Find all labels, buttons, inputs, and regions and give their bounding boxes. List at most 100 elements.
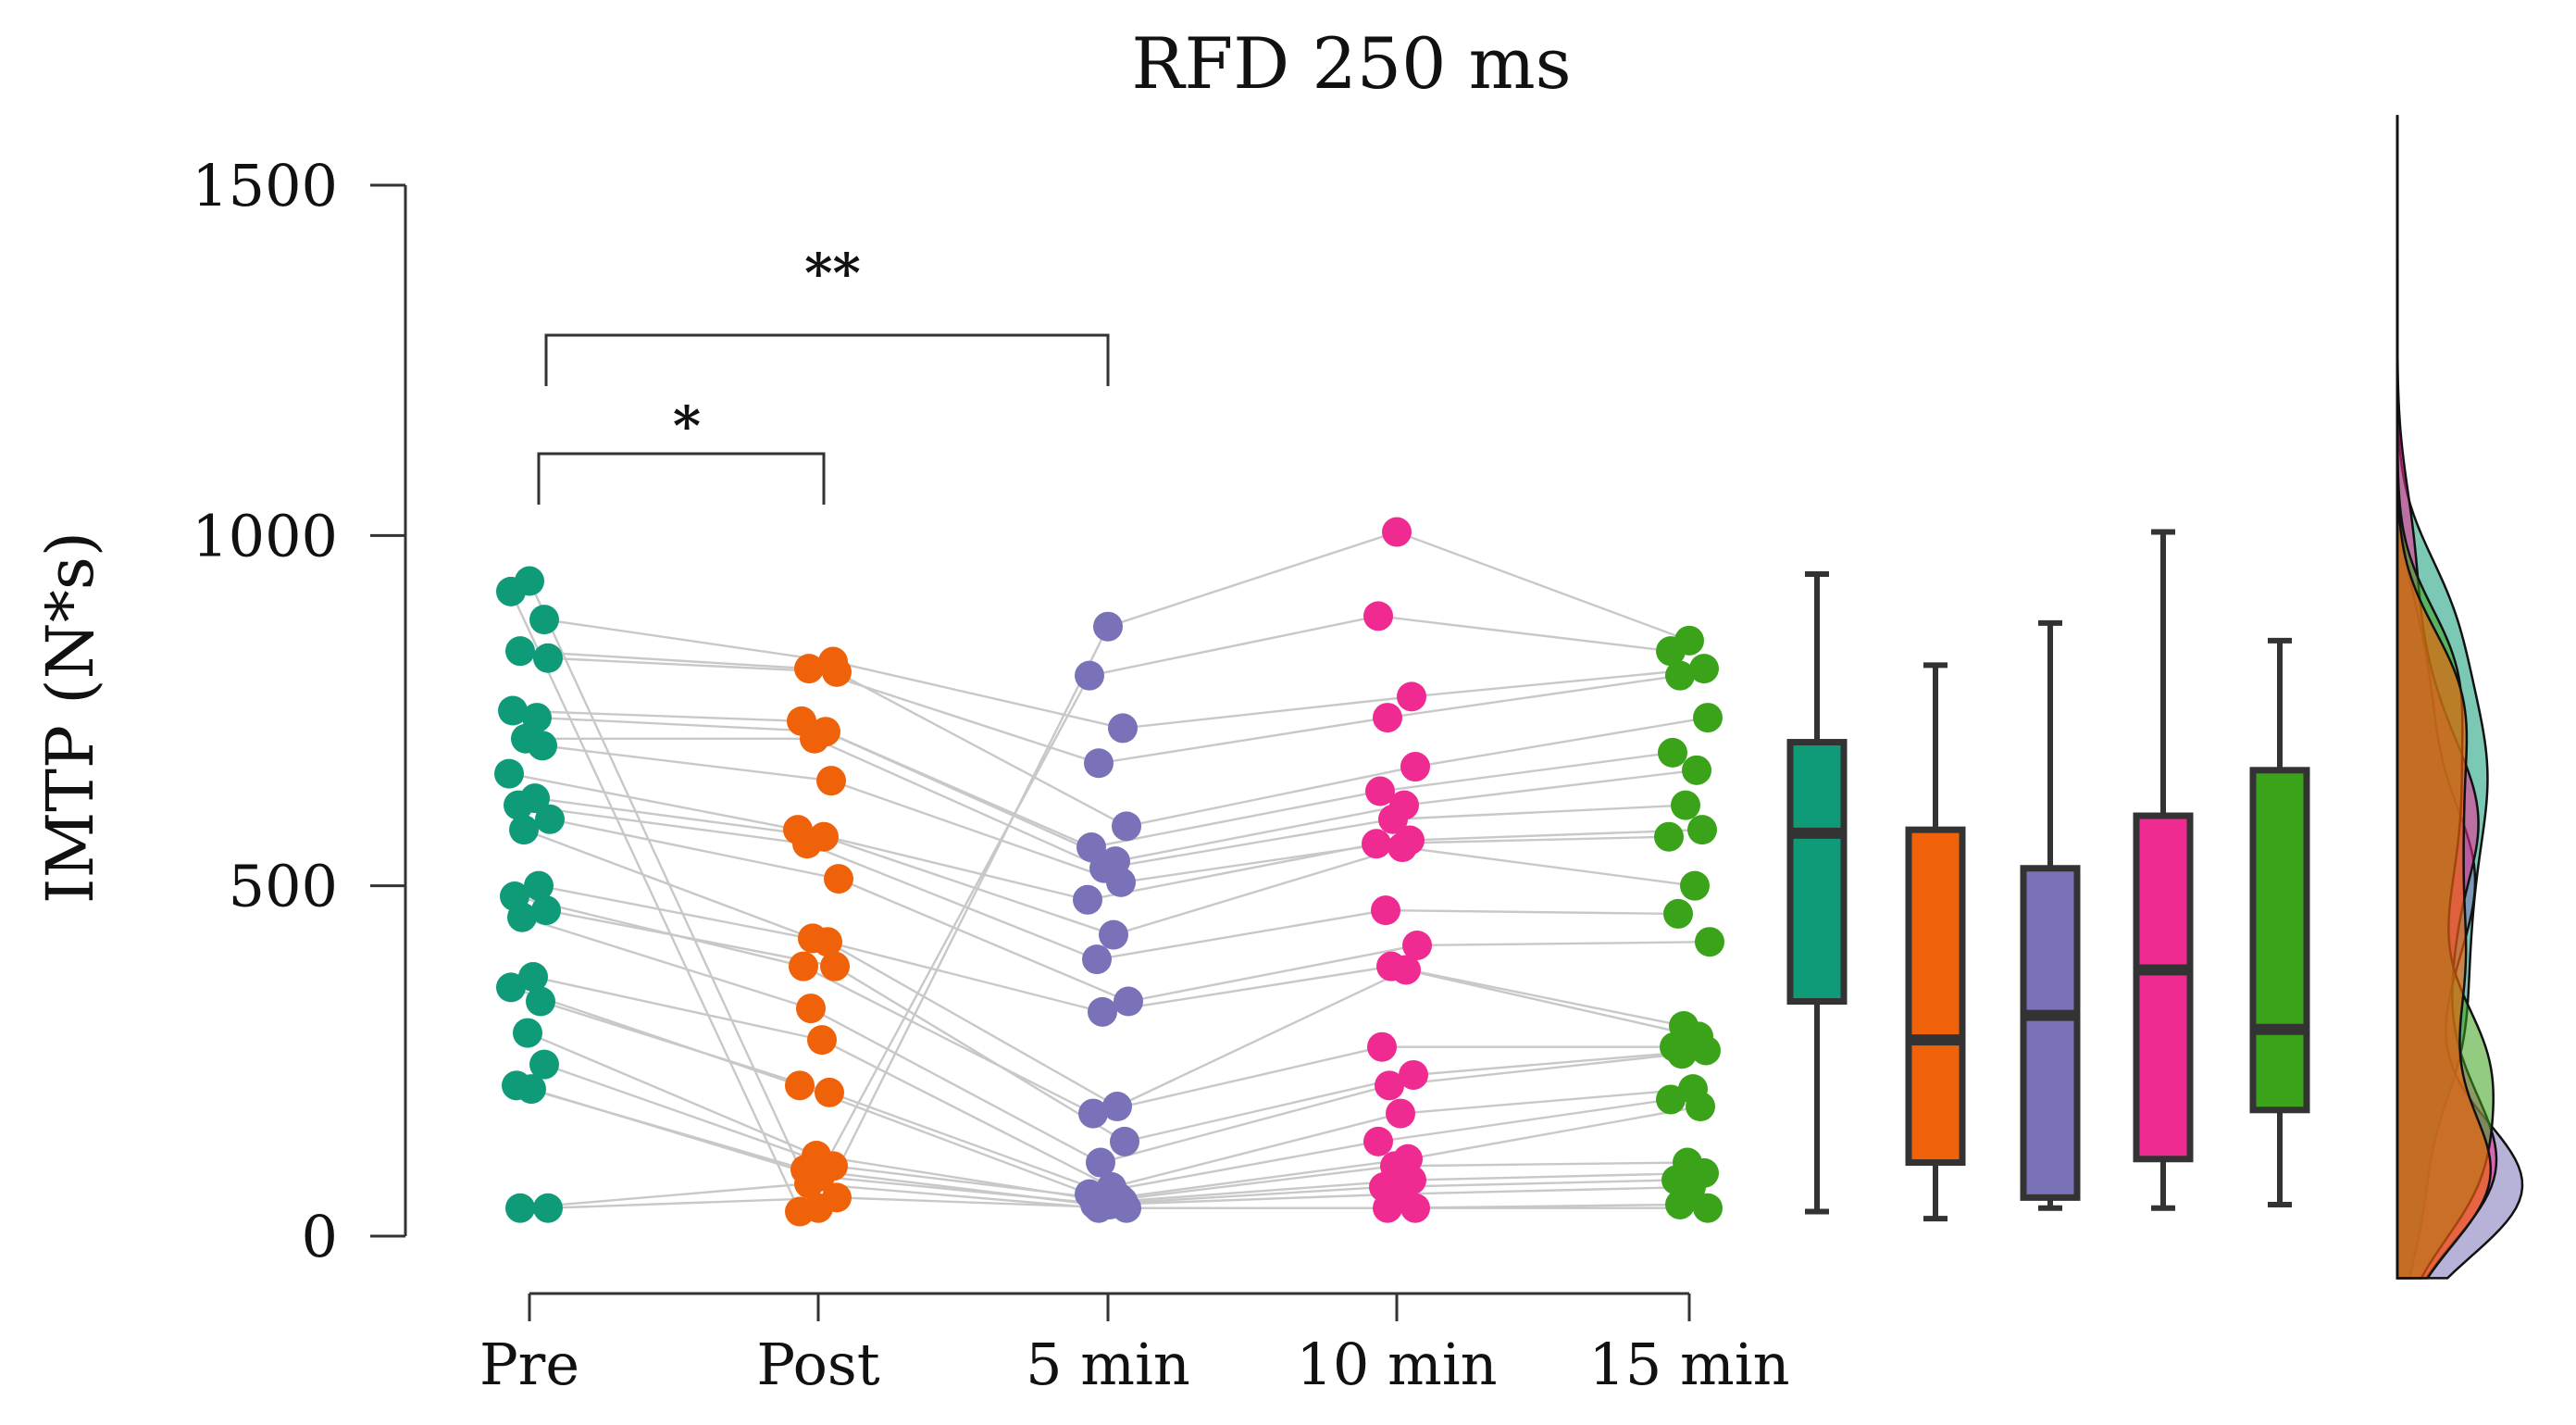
connector-line [1094, 1185, 1385, 1206]
connector-line [1087, 843, 1377, 901]
data-point [513, 1018, 542, 1048]
data-point [1693, 1193, 1723, 1223]
data-point [1382, 517, 1412, 547]
connector-line [1124, 1073, 1414, 1144]
data-point [535, 804, 565, 834]
data-point [529, 605, 559, 635]
boxplot-box [2020, 865, 2081, 1201]
connector-line [549, 818, 840, 881]
x-tick-label: 5 min [1026, 1331, 1190, 1398]
connector-line [1394, 1161, 1688, 1168]
y-axis-ticks: 0 500 1000 1500 [192, 152, 405, 1270]
data-point [505, 636, 535, 667]
connector-line [814, 737, 1105, 869]
data-point [1088, 996, 1117, 1027]
connector-line [1396, 531, 1690, 642]
connector-line [508, 772, 799, 831]
connector-line [823, 835, 1114, 936]
connector-line [819, 1175, 1111, 1206]
data-point [1399, 1059, 1428, 1090]
data-point [1656, 636, 1686, 667]
density-plot [2396, 115, 2524, 1280]
connector-line [528, 581, 820, 1209]
connector-line [825, 731, 1116, 863]
connector-line [532, 975, 823, 1042]
connector-line [828, 1091, 1120, 1199]
connector-line [519, 649, 810, 670]
data-point [533, 1193, 563, 1223]
data-point [813, 927, 842, 957]
data-point [815, 1077, 844, 1107]
connector-line [1089, 1140, 1379, 1195]
boxplot-box [1905, 826, 1966, 1167]
data-point [518, 962, 548, 993]
connector-line [1401, 845, 1696, 887]
connector-line [798, 675, 1091, 1213]
boxplots [1786, 529, 2310, 1222]
data-point [1108, 713, 1138, 744]
data-point [1373, 1193, 1402, 1223]
connector-line [834, 965, 1126, 1143]
data-point [1110, 1126, 1139, 1156]
data-point [785, 1070, 815, 1101]
connector-line [510, 986, 801, 1087]
connector-line [1103, 818, 1394, 869]
significance-label: * [673, 394, 701, 457]
data-point [1112, 811, 1141, 842]
data-point [1687, 815, 1717, 845]
data-point [1365, 776, 1395, 806]
data-point [1665, 1189, 1695, 1219]
data-point [785, 1196, 815, 1227]
data-point [1075, 660, 1104, 691]
x-tick-label: 15 min [1588, 1331, 1789, 1398]
data-point [1654, 821, 1684, 852]
data-point [1084, 748, 1114, 779]
connector-line [1126, 765, 1416, 828]
connector-line [1411, 667, 1705, 698]
connector-line [1398, 1185, 1692, 1195]
connector-line [1407, 1105, 1701, 1160]
connector-line [1414, 716, 1709, 769]
connector-line [1111, 1112, 1401, 1189]
data-point [1680, 870, 1710, 901]
data-point [1114, 986, 1143, 1017]
connector-line [1100, 1084, 1390, 1164]
data-point [1397, 681, 1426, 712]
connector-line [1412, 1049, 1707, 1077]
data-point [524, 870, 554, 901]
data-point [1363, 1126, 1393, 1156]
connector-line [521, 916, 812, 1010]
y-tick-label: 1000 [192, 502, 338, 569]
connector-line [1116, 969, 1407, 1108]
data-point [1671, 790, 1700, 820]
data-point [1667, 1039, 1697, 1069]
connector-line [830, 780, 1122, 884]
significance-label: ** [804, 242, 861, 305]
data-point [1658, 737, 1687, 768]
data-point [1386, 1098, 1415, 1129]
connector-line [832, 660, 1124, 730]
data-point [1362, 829, 1391, 859]
data-point [1093, 611, 1123, 642]
connector-line [1383, 1179, 1677, 1189]
connector-line [821, 1039, 1113, 1189]
data-point [1084, 1193, 1114, 1223]
connector-line [1416, 941, 1711, 947]
data-point [505, 1193, 535, 1223]
y-axis-label: IMTP (N*s) [32, 531, 108, 904]
connector-line [1114, 804, 1405, 863]
connector-line [1379, 751, 1674, 793]
connector-line [534, 796, 825, 838]
data-point [1682, 755, 1711, 785]
subject-connector-lines [508, 531, 1711, 1213]
data-point [1388, 832, 1417, 863]
significance-bracket [544, 333, 1110, 386]
data-point [1663, 898, 1693, 929]
data-point [1086, 1147, 1115, 1178]
connector-line [1409, 828, 1703, 842]
data-point [1656, 1084, 1686, 1115]
x-tick-label: 10 min [1296, 1331, 1497, 1398]
data-point [528, 731, 557, 761]
connector-line [1096, 908, 1387, 961]
connector-line [517, 804, 808, 845]
